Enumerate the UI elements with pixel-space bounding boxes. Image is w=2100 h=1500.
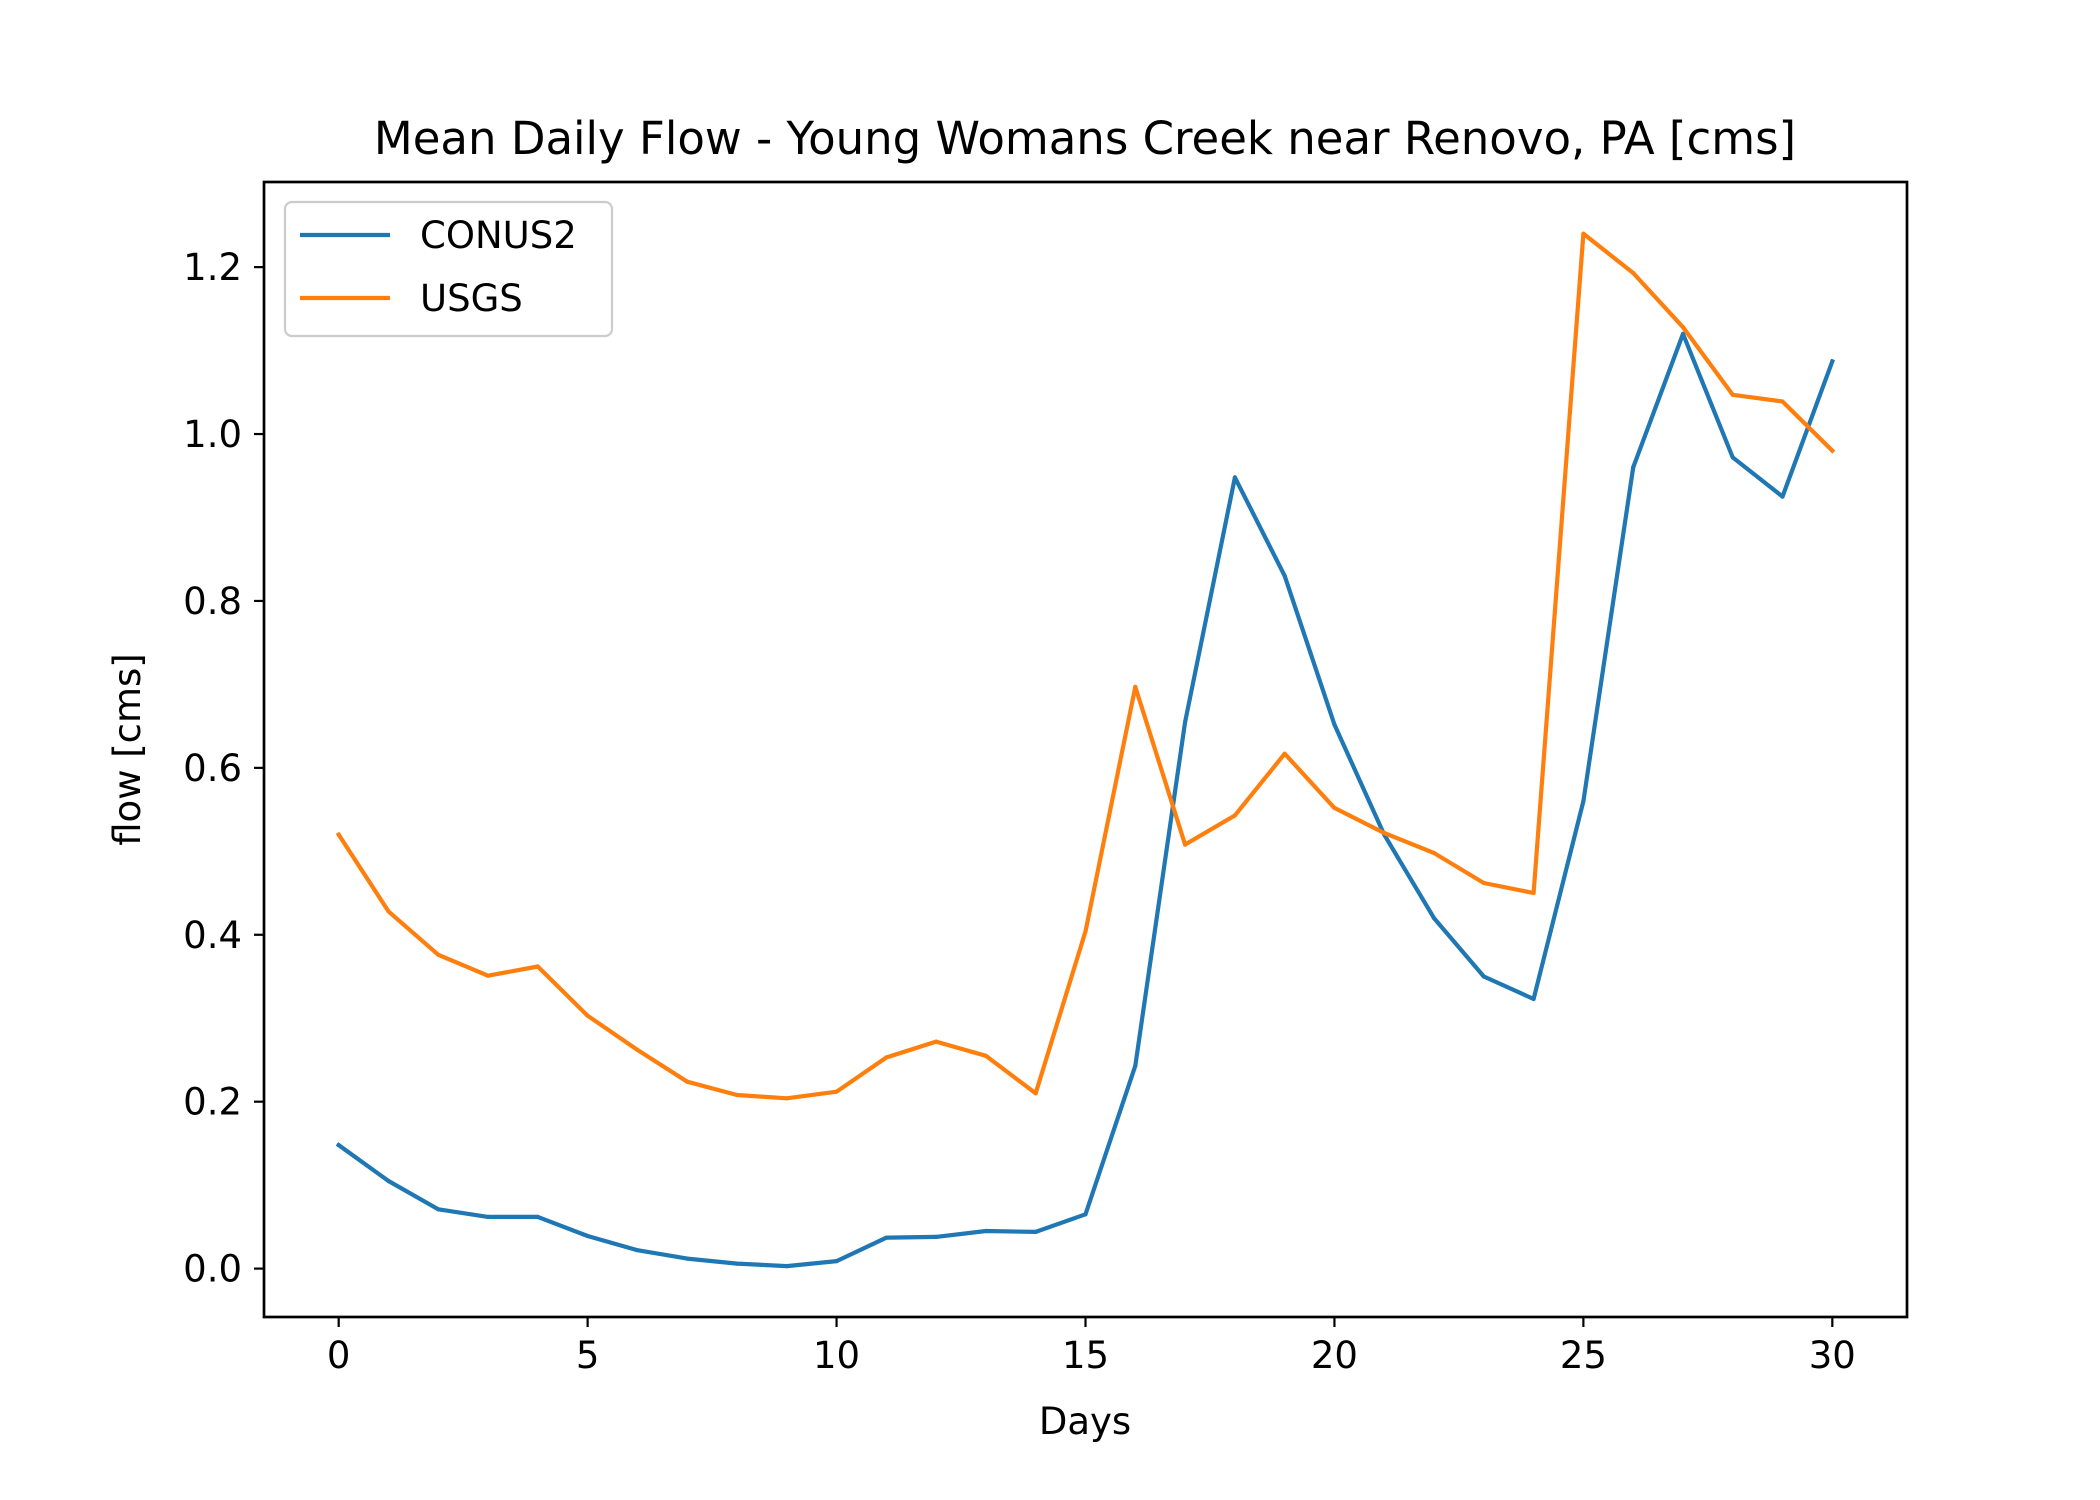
data-point-conus2	[734, 1261, 740, 1266]
data-point-conus2	[685, 1256, 690, 1261]
y-tick-label: 1.2	[183, 246, 242, 289]
data-point-conus2	[1133, 1063, 1138, 1068]
data-point-usgs	[1680, 325, 1686, 330]
data-point-usgs	[685, 1079, 690, 1084]
data-point-conus2	[436, 1207, 441, 1212]
data-point-usgs	[1830, 448, 1835, 453]
data-point-conus2	[485, 1214, 491, 1219]
data-point-usgs	[734, 1092, 740, 1098]
data-point-conus2	[1581, 799, 1586, 804]
data-point-usgs	[1133, 684, 1138, 690]
data-point-usgs	[1431, 850, 1437, 856]
data-point-conus2	[1730, 455, 1735, 460]
y-axis-label: flow [cms]	[106, 653, 149, 846]
x-tick-label: 10	[813, 1334, 860, 1377]
data-point-usgs	[1033, 1091, 1038, 1096]
data-point-conus2	[884, 1235, 889, 1240]
x-tick-label: 20	[1311, 1334, 1358, 1377]
chart-title: Mean Daily Flow - Young Womans Creek nea…	[374, 112, 1796, 165]
data-point-conus2	[1083, 1212, 1088, 1217]
x-tick-label: 0	[327, 1334, 351, 1377]
y-tick-label: 0.2	[183, 1081, 242, 1124]
plot-area	[264, 182, 1907, 1317]
data-point-usgs	[1282, 751, 1287, 756]
data-point-conus2	[585, 1233, 590, 1239]
y-tick-label: 0.6	[183, 747, 242, 790]
data-point-usgs	[386, 909, 391, 914]
x-tick-label: 30	[1809, 1334, 1856, 1377]
y-tick-label: 0.0	[183, 1248, 242, 1291]
data-point-conus2	[1780, 494, 1785, 499]
data-point-conus2	[1830, 359, 1835, 364]
data-point-conus2	[1332, 722, 1337, 727]
y-axis: 0.0 0.2 0.4 0.6 0.8 1.0 1.2	[183, 246, 264, 1291]
data-point-usgs	[1780, 399, 1785, 404]
y-tick-label: 0.4	[183, 914, 242, 957]
data-point-conus2	[983, 1228, 989, 1234]
data-point-usgs	[1531, 890, 1536, 896]
legend-label-conus2: CONUS2	[420, 214, 577, 257]
data-point-usgs	[485, 973, 491, 978]
data-point-conus2	[784, 1264, 789, 1269]
x-tick-label: 15	[1062, 1334, 1109, 1377]
data-point-usgs	[336, 832, 341, 837]
data-point-usgs	[436, 952, 441, 957]
data-point-conus2	[1232, 475, 1237, 480]
y-tick-label: 0.8	[183, 580, 242, 623]
data-point-conus2	[1033, 1229, 1038, 1234]
data-point-usgs	[1631, 270, 1636, 276]
data-point-conus2	[934, 1234, 939, 1239]
data-point-usgs	[1183, 842, 1188, 847]
data-point-usgs	[834, 1089, 839, 1094]
data-point-usgs	[1332, 805, 1337, 811]
data-point-conus2	[1431, 916, 1437, 921]
data-point-usgs	[535, 964, 540, 969]
x-tick-label: 25	[1560, 1334, 1607, 1377]
data-point-conus2	[635, 1248, 640, 1253]
data-point-conus2	[1282, 573, 1287, 579]
data-point-usgs	[1083, 929, 1088, 934]
y-tick-label: 1.0	[183, 413, 242, 456]
data-point-conus2	[1183, 719, 1188, 725]
x-axis: 0 5 10 15 20 25 30	[327, 1317, 1856, 1377]
data-point-usgs	[1382, 830, 1387, 836]
x-axis-label: Days	[1039, 1400, 1131, 1443]
data-point-conus2	[386, 1178, 391, 1184]
data-point-conus2	[1481, 974, 1486, 979]
data-point-usgs	[585, 1013, 590, 1018]
series-layer	[335, 231, 1836, 1269]
data-point-usgs	[934, 1039, 939, 1044]
data-point-conus2	[336, 1143, 341, 1148]
legend-label-usgs: USGS	[420, 277, 523, 320]
data-point-usgs	[635, 1047, 640, 1052]
data-point-usgs	[1730, 392, 1735, 397]
plot-frame	[262, 180, 1909, 1319]
x-tick-label: 5	[576, 1334, 600, 1377]
data-point-conus2	[834, 1259, 839, 1264]
data-point-conus2	[535, 1214, 540, 1219]
data-point-conus2	[1631, 465, 1636, 470]
data-point-conus2	[1531, 996, 1536, 1002]
data-point-usgs	[983, 1053, 989, 1058]
data-point-usgs	[1232, 813, 1237, 818]
legend: CONUS2 USGS	[283, 200, 614, 338]
data-point-conus2	[1680, 331, 1686, 336]
data-point-usgs	[1481, 880, 1486, 886]
data-point-usgs	[784, 1096, 789, 1101]
data-point-usgs	[884, 1055, 889, 1060]
data-point-usgs	[1581, 231, 1586, 236]
